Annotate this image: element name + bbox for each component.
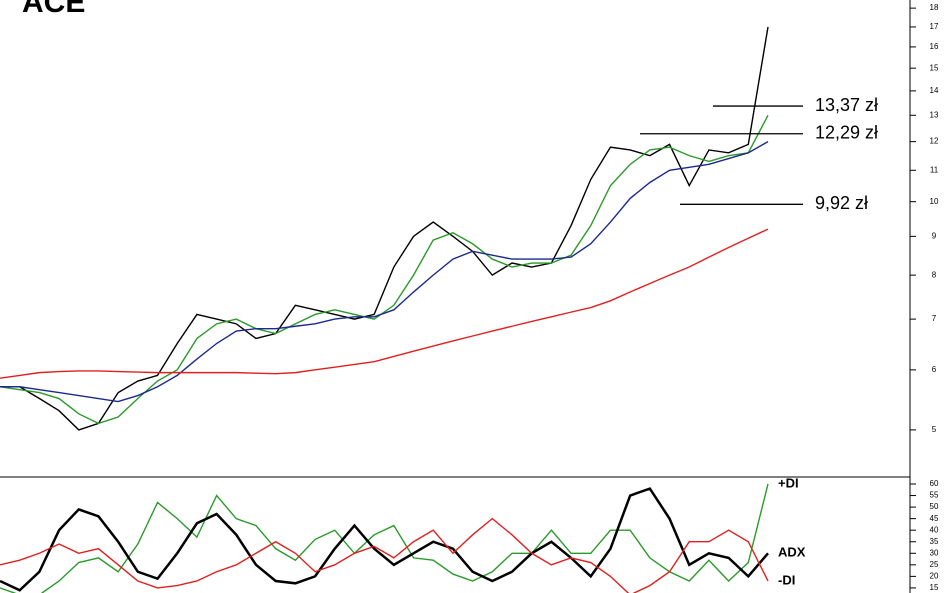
level-label: 13,37 zł [815, 95, 878, 115]
y-tick-label: 15 [930, 583, 939, 592]
y-tick-label: 15 [930, 63, 939, 72]
y-tick-label: 11 [930, 165, 939, 174]
series-label: +DI [778, 475, 799, 490]
chart-title: ACE [22, 0, 85, 19]
series-label: ADX [778, 545, 806, 560]
level-label: 12,29 zł [815, 123, 878, 143]
y-tick-label: 25 [930, 560, 939, 569]
series-line [0, 487, 769, 592]
y-tick-label: 7 [932, 314, 937, 323]
y-tick-label: 14 [930, 86, 939, 95]
y-tick-label: 16 [930, 42, 939, 51]
y-tick-label: 45 [930, 514, 939, 523]
y-tick-label: 6 [932, 365, 937, 374]
y-tick-label: 17 [930, 22, 939, 31]
y-tick-label: 9 [932, 231, 937, 240]
y-tick-label: 50 [930, 502, 939, 511]
y-tick-label: 20 [930, 571, 939, 580]
level-label: 9,92 zł [815, 193, 868, 213]
y-tick-label: 40 [930, 525, 939, 534]
series-line [0, 114, 769, 425]
y-tick-label: 10 [930, 197, 939, 206]
y-tick-label: 12 [930, 137, 939, 146]
series-label: -DI [778, 572, 795, 587]
y-tick-label: 8 [932, 270, 937, 279]
series-line [0, 228, 769, 379]
y-tick-label: 35 [930, 537, 939, 546]
y-tick-label: 5 [932, 425, 937, 434]
series-line [0, 26, 769, 431]
y-tick-label: 55 [930, 491, 939, 500]
y-tick-label: 30 [930, 548, 939, 557]
series-line [0, 517, 769, 593]
y-tick-label: 18 [930, 3, 939, 12]
series-line [0, 141, 769, 403]
y-tick-label: 60 [930, 479, 939, 488]
y-tick-label: 13 [930, 110, 939, 119]
